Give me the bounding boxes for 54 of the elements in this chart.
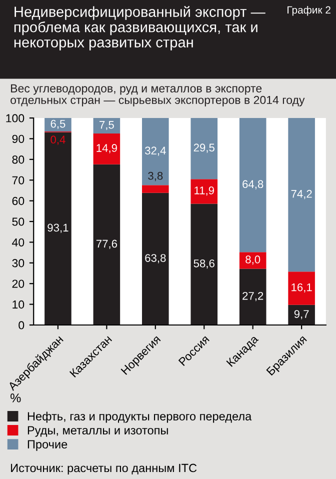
data-label: 32,4 <box>145 146 166 156</box>
data-label: 0,4 <box>50 136 66 145</box>
chart-title: Недиверсифицированный экспорт — проблема как развивающихся, так и некоторых развитых стран <box>14 6 266 50</box>
y-tick-label: 30 <box>12 259 24 268</box>
bar <box>239 252 266 269</box>
bar <box>190 179 218 204</box>
y-tick-label: 60 <box>12 196 24 206</box>
bar <box>44 118 72 132</box>
bar <box>288 304 315 325</box>
data-label: 16,1 <box>292 283 312 293</box>
data-label: 74,2 <box>291 190 312 200</box>
y-tick-label: 90 <box>12 134 24 143</box>
y-tick-label: 40 <box>12 238 24 246</box>
y-tick-label: 50 <box>12 218 24 226</box>
bar <box>93 118 120 134</box>
y-tick-label: 20 <box>12 280 24 288</box>
text: Источник: расчеты по данным ITC <box>11 464 197 475</box>
bar <box>239 268 266 325</box>
bar <box>239 118 266 252</box>
data-label: 93,1 <box>48 224 68 233</box>
bar <box>288 118 315 272</box>
y-tick-label: 80 <box>12 156 24 164</box>
data-label: 77,6 <box>96 240 118 249</box>
bar <box>190 204 218 325</box>
text: График 2 <box>288 6 330 16</box>
bar <box>142 185 169 193</box>
data-label: 3,8 <box>148 172 163 182</box>
bar <box>93 134 120 164</box>
bar <box>190 118 218 180</box>
chart-subtitle: Вес углеводородов, руд и металлов в экспорте отдельных стран — сырьевых экспортеров в 2014 году <box>10 84 305 106</box>
bar <box>93 164 120 325</box>
data-label: 14,9 <box>96 144 117 154</box>
legend-label: Руды, металлы и изотопы <box>28 426 168 437</box>
y-tick-label: 100 <box>6 114 24 122</box>
data-label: 9,7 <box>294 310 309 320</box>
bar <box>288 272 315 305</box>
data-label: 11,9 <box>194 186 214 196</box>
y-tick-label: 70 <box>12 176 24 184</box>
legend-label: Прочие <box>28 440 68 451</box>
data-label: 58,6 <box>194 259 214 269</box>
data-label: 63,8 <box>145 254 166 264</box>
data-label: 6,5 <box>50 120 66 130</box>
legend-label: Нефть, газ и продукты первого передела <box>28 412 252 423</box>
y-tick-label: 10 <box>12 300 24 309</box>
data-label: 64,8 <box>242 180 264 190</box>
bar <box>44 132 72 325</box>
data-label: 29,5 <box>194 144 214 153</box>
bar <box>142 118 169 186</box>
bar <box>142 192 169 325</box>
data-label: 7,5 <box>100 120 114 130</box>
y-tick-label: 0 <box>18 321 24 330</box>
data-label: 8,0 <box>246 256 260 265</box>
data-label: 27,2 <box>242 292 264 302</box>
y-axis-title: % <box>10 394 21 402</box>
